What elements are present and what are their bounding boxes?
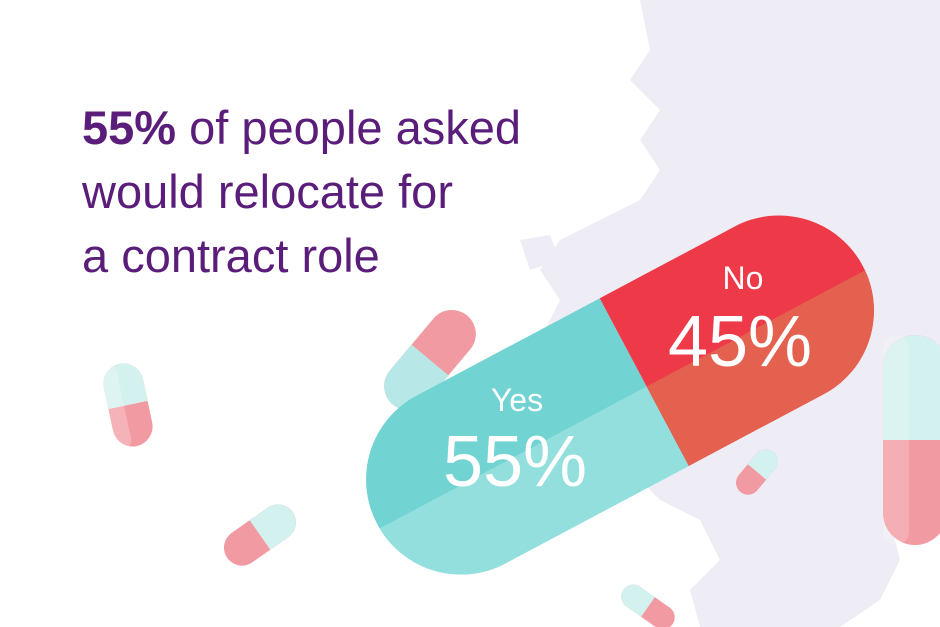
decorative-pill-bottom-left	[223, 504, 297, 566]
headline-line-1-rest: of people asked	[176, 101, 522, 154]
decorative-pill-left	[101, 363, 153, 449]
decorative-pill-bottom	[621, 584, 675, 627]
headline-line-3: a contract role	[82, 229, 380, 282]
chart-label-no: No	[723, 260, 764, 296]
decorative-pill-small-right	[736, 449, 778, 495]
chart-label-yes: Yes	[491, 382, 543, 418]
headline-line-1: 55% of people asked	[82, 96, 642, 160]
headline-highlight: 55%	[82, 101, 177, 154]
chart-segment-no-shade	[646, 270, 908, 466]
chart-value-yes: 55%	[443, 422, 587, 502]
decorative-pill-right-edge	[883, 335, 940, 545]
chart-segment-yes-shade	[379, 386, 689, 608]
headline-line-2: would relocate for	[82, 165, 453, 218]
main-pill-chart	[332, 182, 908, 608]
headline: 55% of people asked would relocate for a…	[82, 96, 642, 288]
chart-value-no: 45%	[668, 302, 812, 382]
